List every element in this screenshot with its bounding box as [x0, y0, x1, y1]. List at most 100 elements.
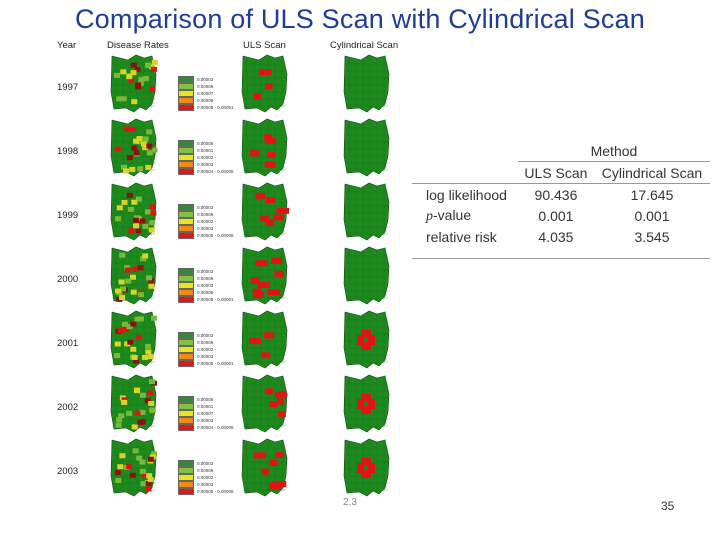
legend-entry: 0.00003 [178, 353, 234, 360]
cylindrical-scan-map [343, 438, 390, 497]
legend-label: 0.00005 - 0.00001 [197, 361, 234, 366]
cyl-p-value: 0.001 [634, 207, 670, 224]
legend-entry: 0.00005 [178, 211, 234, 218]
legend-entry: 0.00003 [178, 76, 234, 83]
legend-swatch [178, 360, 194, 367]
map-legend: 0.00003 0.00006 0.00007 0.00008 0.00008 - 0.… [178, 76, 234, 111]
uls-scan-map [241, 182, 290, 241]
legend-swatch [178, 488, 194, 495]
legend-swatch [178, 204, 194, 211]
legend-entry: 0.00007 [178, 90, 234, 97]
legend-label: 0.00003 [197, 162, 214, 167]
legend-swatch [178, 168, 194, 175]
legend-swatch [178, 154, 194, 161]
disease-rate-map [110, 438, 158, 497]
legend-label: 0.00003 [197, 205, 214, 210]
disease-rate-map [110, 118, 158, 177]
legend-entry: 0.00003 [178, 460, 234, 467]
slide-title: Comparison of ULS Scan with Cylindrical … [74, 4, 646, 34]
legend-entry: 0.00005 [178, 467, 234, 474]
legend-label: 0.00008 - 0.00001 [197, 297, 234, 302]
uls-scan-header: ULS Scan [517, 161, 594, 184]
legend-label: 0.00001 [197, 404, 214, 409]
uls-scan-map [241, 374, 288, 433]
legend-swatch [178, 474, 194, 481]
legend-swatch [178, 97, 194, 104]
legend-entry: 0.00002 [178, 218, 234, 225]
legend-label: 0.00002 [197, 347, 214, 352]
legend-label: 0.00005 - 0.00008 [197, 233, 234, 238]
cyl-log-likelihood: 17.645 [630, 186, 674, 203]
disease-rate-map [110, 374, 158, 433]
legend-swatch [178, 410, 194, 417]
legend-label: 0.00003 [197, 482, 214, 487]
legend-label: 0.00003 [197, 354, 214, 359]
cylindrical-scan-map [343, 374, 390, 433]
cylindrical-scan-column-header: Cylindrical Scan [330, 40, 399, 51]
p-italic: p [426, 208, 433, 224]
legend-swatch [178, 417, 194, 424]
legend-entry: 0.00003 [178, 417, 234, 424]
footer-code: 2.3 [343, 497, 357, 508]
map-legend: 0.00006 0.00001 0.00002 0.00003 0.00004 - 0.… [178, 140, 234, 175]
legend-entry: 0.00004 - 0.00005 [178, 168, 234, 175]
legend-label: 0.00006 [197, 290, 214, 295]
cylindrical-scan-header: Cylindrical Scan [593, 161, 710, 184]
legend-swatch [178, 481, 194, 488]
table-row: p-value 0.001 0.001 [412, 205, 710, 226]
cylindrical-scan-map [343, 310, 390, 369]
legend-swatch [178, 232, 194, 239]
legend-entry: 0.00002 [178, 346, 234, 353]
map-legend: 0.00003 0.00005 0.00002 0.00003 0.00005 - 0.… [178, 332, 234, 367]
legend-swatch [178, 225, 194, 232]
legend-swatch [178, 296, 194, 303]
year-label: 1997 [57, 82, 79, 93]
legend-label: 0.00002 [197, 155, 214, 160]
year-column-header: Year [57, 40, 77, 51]
map-legend: 0.00003 0.00005 0.00003 0.00006 0.00008 - 0.… [178, 268, 234, 303]
disease-rate-map [110, 54, 158, 113]
method-header: Method [517, 140, 710, 162]
legend-label: 0.00003 [197, 333, 214, 338]
legend-swatch [178, 218, 194, 225]
legend-swatch [178, 396, 194, 403]
uls-scan-map [241, 438, 288, 497]
legend-swatch [178, 460, 194, 467]
legend-entry: 0.00003 [178, 225, 234, 232]
uls-log-likelihood: 90.436 [534, 186, 578, 203]
legend-entry: 0.00005 - 0.00001 [178, 360, 234, 367]
uls-scan-map [241, 246, 288, 305]
legend-label: 0.00008 - 0.00051 [197, 105, 234, 110]
legend-entry: 0.00005 [178, 275, 234, 282]
legend-entry: 0.00001 [178, 147, 234, 154]
map-legend: 0.00006 0.00001 0.00007 0.00003 0.00004 - 0.… [178, 396, 234, 431]
table-row: relative risk 4.035 3.545 [412, 226, 710, 247]
legend-swatch [178, 161, 194, 168]
legend-entry: 0.00006 [178, 396, 234, 403]
legend-label: 0.00007 [197, 411, 214, 416]
legend-label: 0.00006 [197, 141, 214, 146]
year-label: 2000 [57, 274, 79, 285]
legend-swatch [178, 339, 194, 346]
cylindrical-scan-map [343, 246, 390, 305]
legend-swatch [178, 289, 194, 296]
legend-entry: 0.00005 [178, 339, 234, 346]
uls-scan-map [241, 54, 288, 113]
legend-entry: 0.00002 [178, 474, 234, 481]
legend-swatch [178, 211, 194, 218]
legend-entry: 0.00004 - 0.00009 [178, 424, 234, 431]
year-label: 2001 [57, 338, 79, 349]
legend-entry: 0.00003 [178, 268, 234, 275]
legend-label: 0.00006 [197, 84, 214, 89]
legend-label: 0.00005 [197, 212, 214, 217]
cylindrical-scan-map [343, 54, 390, 113]
uls-p-value: 0.001 [538, 207, 574, 224]
legend-label: 0.00004 - 0.00009 [197, 425, 234, 430]
legend-label: 0.00003 [197, 418, 214, 423]
legend-entry: 0.00006 [178, 83, 234, 90]
results-table: Method ULS Scan Cylindrical Scan log lik… [412, 140, 710, 259]
legend-swatch [178, 467, 194, 474]
legend-swatch [178, 282, 194, 289]
disease-rate-map [110, 310, 158, 369]
legend-entry: 0.00003 [178, 161, 234, 168]
